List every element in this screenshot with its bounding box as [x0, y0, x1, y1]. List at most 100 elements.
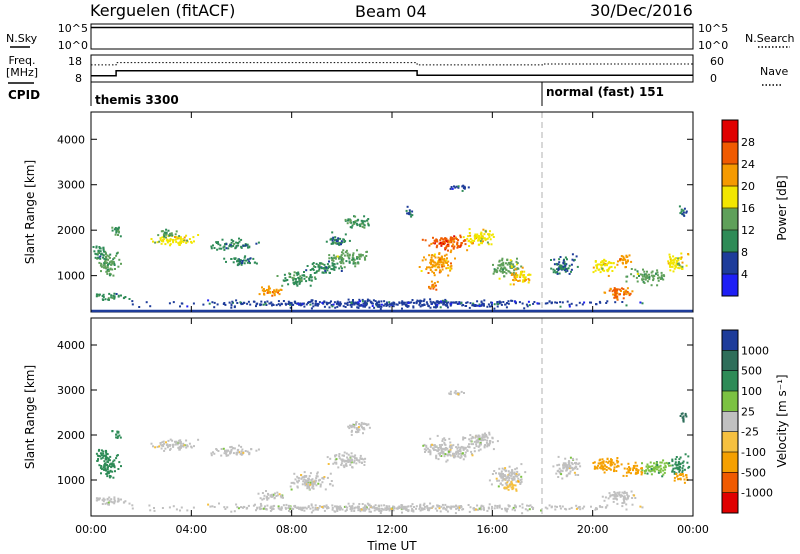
scatter-cell	[291, 303, 294, 306]
scatter-cell	[669, 464, 672, 467]
scatter-cell	[511, 299, 514, 302]
scatter-cell	[498, 504, 501, 507]
scatter-cell	[305, 481, 308, 484]
scatter-cell	[102, 497, 105, 500]
scatter-cell	[679, 265, 682, 268]
scatter-cell	[323, 476, 326, 478]
scatter-cell	[186, 444, 188, 447]
scatter-cell	[651, 465, 654, 468]
scatter-cell	[514, 300, 517, 303]
scatter-cell	[532, 302, 535, 305]
scatter-cell	[218, 502, 220, 505]
scatter-cell	[351, 505, 354, 508]
scatter-cell	[280, 289, 283, 291]
scatter-cell	[477, 243, 480, 246]
scatter-cell	[366, 298, 369, 301]
scatter-cell	[418, 300, 421, 303]
scatter-cell	[680, 474, 683, 476]
scatter-cell	[510, 262, 513, 265]
scatter-cell	[350, 458, 353, 461]
scatter-cell	[179, 446, 181, 449]
nsky-label: N.Sky	[6, 32, 38, 45]
scatter-cell	[601, 264, 604, 266]
scatter-cell	[681, 473, 684, 475]
scatter-cell	[477, 438, 480, 441]
scatter-cell	[217, 241, 219, 244]
scatter-cell	[446, 306, 449, 309]
scatter-cell	[509, 261, 512, 264]
scatter-cell	[100, 262, 103, 265]
scatter-cell	[283, 273, 286, 276]
scatter-cell	[98, 448, 101, 451]
scatter-cell	[432, 301, 435, 304]
scatter-cell	[267, 492, 269, 495]
scatter-cell	[439, 446, 441, 449]
scatter-cell	[602, 468, 605, 471]
scatter-cell	[428, 286, 431, 289]
scatter-cell	[358, 298, 361, 301]
scatter-cell	[436, 240, 439, 243]
scatter-cell	[614, 291, 617, 294]
scatter-cell	[347, 218, 350, 221]
scatter-cell	[163, 449, 166, 452]
scatter-cell	[109, 253, 112, 256]
scatter-cell	[476, 504, 479, 507]
scatter-cell	[647, 465, 650, 468]
scatter-cell	[107, 501, 110, 504]
scatter-cell	[611, 463, 614, 466]
scatter-cell	[466, 301, 469, 304]
scatter-cell	[443, 242, 446, 245]
scatter-cell	[673, 470, 676, 473]
scatter-cell	[119, 436, 122, 439]
scatter-cell	[271, 291, 274, 293]
scatter-cell	[105, 270, 108, 273]
scatter-cell	[444, 453, 447, 456]
scatter-cell	[216, 303, 219, 306]
scatter-cell	[351, 303, 354, 306]
scatter-cell	[658, 465, 661, 468]
scatter-cell	[364, 457, 367, 460]
scatter-cell	[236, 302, 239, 304]
scatter-cell	[103, 462, 106, 465]
scatter-cell	[411, 503, 414, 506]
scatter-cell	[351, 429, 353, 432]
scatter-cell	[514, 268, 517, 271]
scatter-cell	[307, 482, 309, 485]
scatter-cell	[518, 301, 521, 304]
scatter-cell	[467, 504, 470, 506]
scatter-cell	[380, 504, 383, 507]
scatter-cell	[673, 261, 676, 264]
scatter-cell	[496, 479, 499, 482]
scatter-cell	[443, 254, 446, 257]
scatter-cell	[486, 443, 489, 446]
scatter-cell	[607, 262, 610, 265]
scatter-cell	[260, 303, 263, 306]
scatter-cell	[636, 270, 639, 273]
scatter-cell	[641, 275, 644, 278]
scatter-cell	[107, 459, 110, 461]
scatter-cell	[316, 471, 319, 474]
scatter-cell	[657, 471, 660, 474]
scatter-cell	[455, 301, 458, 304]
scatter-cell	[678, 264, 681, 267]
scatter-cell	[244, 243, 247, 246]
scatter-cell	[232, 261, 235, 264]
scatter-cell	[432, 287, 435, 290]
scatter-cell	[244, 450, 247, 452]
scatter-cell	[435, 263, 438, 266]
scatter-cell	[223, 452, 226, 455]
scatter-cell	[103, 454, 106, 457]
scatter-cell	[95, 245, 98, 248]
velocity-scatter-cells	[95, 390, 691, 515]
scatter-cell	[115, 433, 118, 436]
scatter-cell	[304, 479, 307, 482]
station-title: Kerguelen (fitACF)	[90, 1, 235, 20]
scatter-cell	[459, 245, 462, 248]
scatter-cell	[114, 268, 116, 270]
scatter-cell	[490, 301, 493, 304]
scatter-cell	[553, 263, 556, 266]
scatter-cell	[101, 456, 104, 459]
scatter-cell	[158, 445, 161, 448]
scatter-cell	[657, 279, 660, 282]
scatter-cell	[604, 464, 607, 467]
